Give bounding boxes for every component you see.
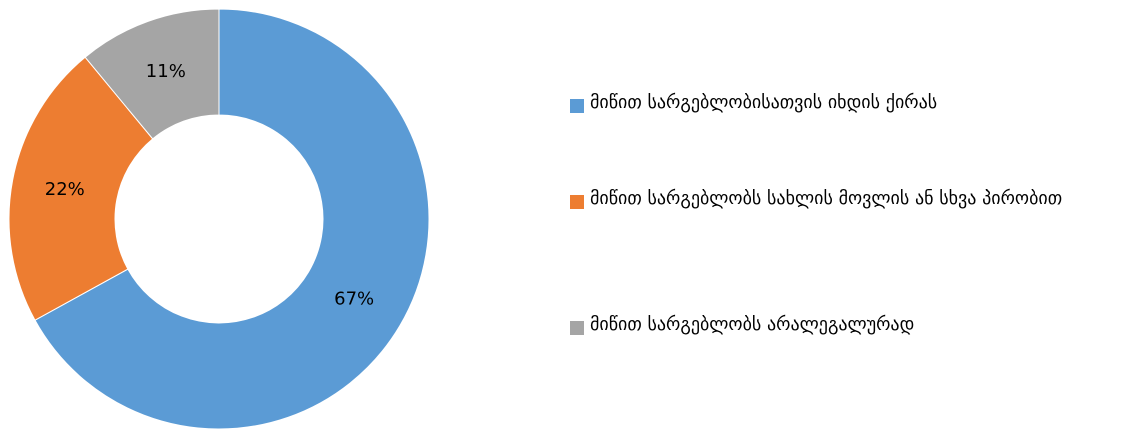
donut-slice-labels: 67% 22% 11% bbox=[45, 61, 374, 310]
donut-slice-illegal bbox=[84, 8, 220, 140]
chart-legend: მიწით სარგებლობისათვის იხდის ქირას მიწით… bbox=[570, 0, 1130, 429]
legend-item-rent: მიწით სარგებლობისათვის იხდის ქირას bbox=[570, 92, 1130, 118]
donut-slice-label-illegal: 11% bbox=[146, 61, 186, 82]
legend-label-rent: მიწით სარგებლობისათვის იხდის ქირას bbox=[590, 92, 938, 113]
legend-item-illegal: მიწით სარგებლობს არალეგალურად bbox=[570, 314, 1130, 340]
donut-slice-label-care: 22% bbox=[45, 179, 85, 200]
donut-slices bbox=[8, 8, 430, 429]
legend-label-illegal: მიწით სარგებლობს არალეგალურად bbox=[590, 314, 915, 335]
legend-swatch-rent bbox=[570, 99, 584, 113]
legend-item-care: მიწით სარგებლობს სახლის მოვლის ან სხვა პ… bbox=[570, 188, 1130, 214]
donut-slice-care bbox=[8, 56, 154, 321]
donut-slice-label-rent: 67% bbox=[334, 288, 374, 309]
legend-swatch-care bbox=[570, 195, 584, 209]
legend-label-care: მიწით სარგებლობს სახლის მოვლის ან სხვა პ… bbox=[590, 188, 1063, 209]
donut-chart: 67% 22% 11% bbox=[8, 8, 430, 429]
legend-swatch-illegal bbox=[570, 321, 584, 335]
donut-slice-rent bbox=[34, 8, 430, 429]
